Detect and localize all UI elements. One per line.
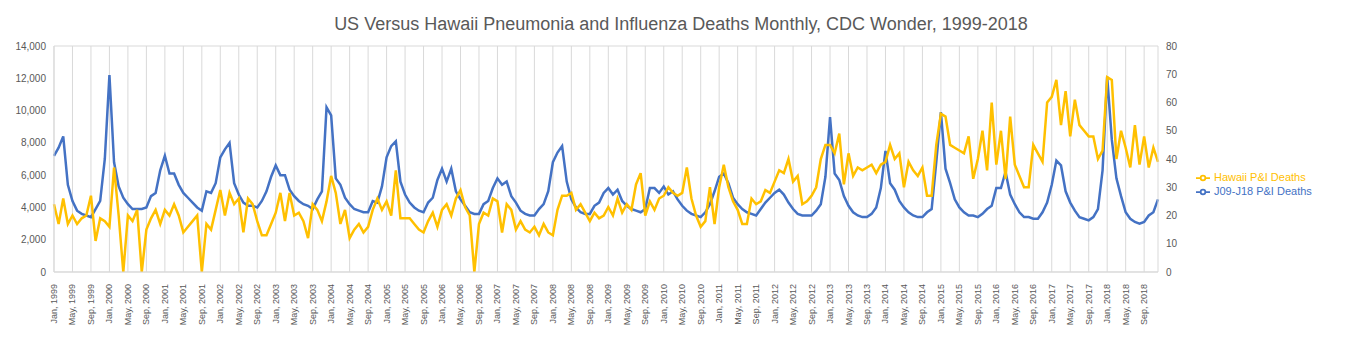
svg-text:Sep, 2017: Sep, 2017 bbox=[1084, 284, 1094, 325]
svg-text:Sep, 2001: Sep, 2001 bbox=[197, 284, 207, 325]
svg-text:Jan, 2008: Jan, 2008 bbox=[548, 284, 558, 324]
svg-text:50: 50 bbox=[1166, 125, 1178, 136]
svg-text:Sep, 2010: Sep, 2010 bbox=[696, 284, 706, 325]
svg-text:10: 10 bbox=[1166, 238, 1178, 249]
svg-text:Sep, 2016: Sep, 2016 bbox=[1028, 284, 1038, 325]
svg-text:6,000: 6,000 bbox=[21, 170, 46, 181]
svg-text:14,000: 14,000 bbox=[15, 41, 46, 52]
svg-text:May, 2016: May, 2016 bbox=[1010, 284, 1020, 325]
svg-text:70: 70 bbox=[1166, 69, 1178, 80]
html-text:Hawaii P&I Deaths: Hawaii P&I Deaths bbox=[1214, 170, 1306, 183]
svg-text:Jan, 2012: Jan, 2012 bbox=[770, 284, 780, 324]
svg-text:May, 2004: May, 2004 bbox=[345, 284, 355, 325]
svg-text:May, 2001: May, 2001 bbox=[178, 284, 188, 325]
svg-text:Sep, 2002: Sep, 2002 bbox=[252, 284, 262, 325]
svg-text:0: 0 bbox=[40, 267, 46, 278]
svg-text:Jan, 2002: Jan, 2002 bbox=[215, 284, 225, 324]
svg-text:May, 1999: May, 1999 bbox=[67, 284, 77, 325]
svg-text:Sep, 2004: Sep, 2004 bbox=[363, 284, 373, 325]
svg-text:May, 2010: May, 2010 bbox=[677, 284, 687, 325]
html-text:US Versus Hawaii Pneumonia and: US Versus Hawaii Pneumonia and Influenza… bbox=[334, 14, 1028, 34]
svg-text:Jan, 2016: Jan, 2016 bbox=[991, 284, 1001, 324]
svg-text:Jan, 1999: Jan, 1999 bbox=[49, 284, 59, 324]
svg-text:Sep, 2009: Sep, 2009 bbox=[640, 284, 650, 325]
svg-text:8,000: 8,000 bbox=[21, 137, 46, 148]
svg-text:May, 2015: May, 2015 bbox=[954, 284, 964, 325]
svg-text:Jan, 2010: Jan, 2010 bbox=[659, 284, 669, 324]
svg-text:12,000: 12,000 bbox=[15, 73, 46, 84]
svg-text:May, 2013: May, 2013 bbox=[844, 284, 854, 325]
svg-text:2,000: 2,000 bbox=[21, 234, 46, 245]
svg-text:80: 80 bbox=[1166, 41, 1178, 52]
svg-text:May, 2009: May, 2009 bbox=[622, 284, 632, 325]
svg-text:Sep, 2007: Sep, 2007 bbox=[529, 284, 539, 325]
svg-text:Sep, 2008: Sep, 2008 bbox=[585, 284, 595, 325]
svg-text:Jan, 2000: Jan, 2000 bbox=[104, 284, 114, 324]
svg-text:Jan, 2013: Jan, 2013 bbox=[825, 284, 835, 324]
svg-text:30: 30 bbox=[1166, 182, 1178, 193]
svg-text:Jan, 2011: Jan, 2011 bbox=[714, 284, 724, 323]
svg-text:Sep, 2014: Sep, 2014 bbox=[917, 284, 927, 325]
svg-text:Sep, 2013: Sep, 2013 bbox=[862, 284, 872, 325]
svg-text:40: 40 bbox=[1166, 154, 1178, 165]
svg-text:Jan, 2004: Jan, 2004 bbox=[326, 284, 336, 324]
svg-text:May, 2002: May, 2002 bbox=[234, 284, 244, 325]
svg-text:May, 2008: May, 2008 bbox=[566, 284, 576, 325]
svg-text:Jan, 2014: Jan, 2014 bbox=[880, 284, 890, 324]
svg-text:May, 2000: May, 2000 bbox=[123, 284, 133, 325]
svg-text:May, 2003: May, 2003 bbox=[289, 284, 299, 325]
svg-text:Sep, 2003: Sep, 2003 bbox=[308, 284, 318, 325]
svg-text:Sep, 2006: Sep, 2006 bbox=[474, 284, 484, 325]
svg-text:Jan, 2005: Jan, 2005 bbox=[382, 284, 392, 324]
svg-text:May, 2014: May, 2014 bbox=[899, 284, 909, 325]
svg-text:May, 2012: May, 2012 bbox=[788, 284, 798, 325]
svg-text:Sep, 1999: Sep, 1999 bbox=[86, 284, 96, 325]
svg-text:Jan, 2003: Jan, 2003 bbox=[271, 284, 281, 324]
svg-text:May, 2006: May, 2006 bbox=[455, 284, 465, 325]
svg-text:60: 60 bbox=[1166, 97, 1178, 108]
svg-text:May, 2011: May, 2011 bbox=[733, 284, 743, 325]
svg-text:Sep, 2011: Sep, 2011 bbox=[751, 284, 761, 324]
svg-text:Jan, 2009: Jan, 2009 bbox=[603, 284, 613, 324]
svg-text:May, 2017: May, 2017 bbox=[1065, 284, 1075, 325]
svg-text:10,000: 10,000 bbox=[15, 105, 46, 116]
svg-text:20: 20 bbox=[1166, 210, 1178, 221]
svg-text:Sep, 2000: Sep, 2000 bbox=[141, 284, 151, 325]
svg-text:Jan, 2001: Jan, 2001 bbox=[160, 284, 170, 324]
svg-text:Sep, 2012: Sep, 2012 bbox=[807, 284, 817, 325]
svg-text:4,000: 4,000 bbox=[21, 202, 46, 213]
svg-text:May, 2007: May, 2007 bbox=[511, 284, 521, 325]
svg-text:Jan, 2018: Jan, 2018 bbox=[1102, 284, 1112, 324]
svg-text:Jan, 2015: Jan, 2015 bbox=[936, 284, 946, 324]
svg-text:May, 2005: May, 2005 bbox=[400, 284, 410, 325]
svg-text:Jan, 2017: Jan, 2017 bbox=[1047, 284, 1057, 324]
svg-text:Sep, 2005: Sep, 2005 bbox=[419, 284, 429, 325]
svg-text:Sep, 2018: Sep, 2018 bbox=[1139, 284, 1149, 325]
svg-text:Jan, 2006: Jan, 2006 bbox=[437, 284, 447, 324]
svg-text:May, 2018: May, 2018 bbox=[1121, 284, 1131, 325]
svg-text:Jan, 2007: Jan, 2007 bbox=[492, 284, 502, 324]
svg-text:0: 0 bbox=[1166, 267, 1172, 278]
svg-text:Sep, 2015: Sep, 2015 bbox=[973, 284, 983, 325]
html-text:J09-J18 P&I Deaths: J09-J18 P&I Deaths bbox=[1214, 185, 1312, 197]
